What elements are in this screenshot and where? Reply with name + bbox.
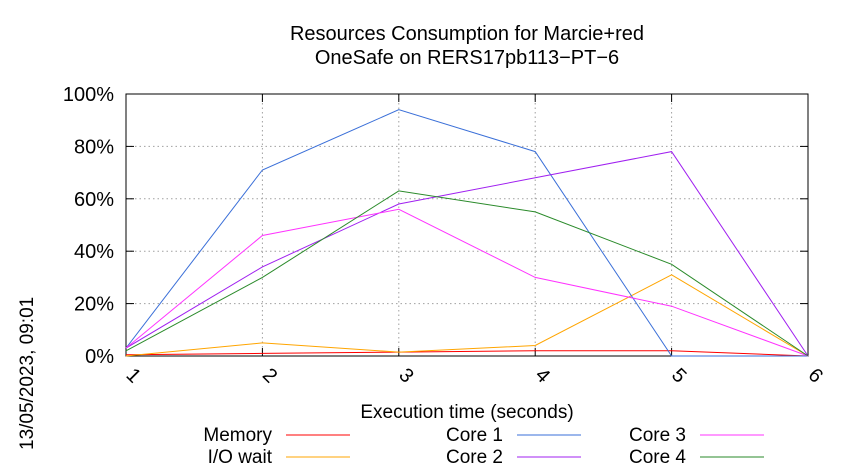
y-tick-label: 60% xyxy=(74,189,114,211)
x-tick-label: 5 xyxy=(667,364,690,387)
series-line-core-3 xyxy=(125,208,809,357)
x-tick-label: 3 xyxy=(394,364,417,387)
y-tick-label: 100% xyxy=(63,84,114,106)
legend-label-core-3: Core 3 xyxy=(629,425,686,446)
legend-label-memory: Memory xyxy=(203,425,272,446)
legend-label-i-o-wait: I/O wait xyxy=(208,447,273,468)
y-tick-label: 40% xyxy=(74,241,114,263)
series-line-core-2 xyxy=(125,151,809,357)
x-axis-ticks: 1 2 3 4 5 6 xyxy=(122,94,827,387)
series-line-i-o-wait xyxy=(125,274,809,357)
series-lines xyxy=(125,109,809,357)
x-axis-label: Execution time (seconds) xyxy=(360,402,573,423)
y-tick-label: 80% xyxy=(74,136,114,158)
series-line-core-1 xyxy=(125,109,808,357)
legend-label-core-1: Core 1 xyxy=(446,425,503,446)
x-tick-label: 2 xyxy=(258,364,281,387)
series-line-core-4 xyxy=(125,190,809,357)
grid-lines xyxy=(126,94,808,356)
y-tick-label: 0% xyxy=(85,346,114,368)
chart-title-line-1: Resources Consumption for Marcie+red xyxy=(290,23,644,45)
chart-title-line-2: OneSafe on RERS17pb113−PT−6 xyxy=(315,47,619,69)
timestamp-label: 13/05/2023, 09:01 xyxy=(17,297,38,450)
plot-frame xyxy=(125,93,809,357)
series-line-memory xyxy=(125,350,809,357)
y-tick-label: 20% xyxy=(74,294,114,316)
x-tick-label: 1 xyxy=(122,364,145,387)
legend-label-core-4: Core 4 xyxy=(629,447,686,468)
x-tick-label: 6 xyxy=(804,364,827,387)
legend-label-core-2: Core 2 xyxy=(446,447,503,468)
x-tick-label: 4 xyxy=(531,364,554,387)
y-axis-ticks: 0% 20% 40% 60% 80% 100% xyxy=(63,84,808,368)
plot-border xyxy=(125,93,809,357)
